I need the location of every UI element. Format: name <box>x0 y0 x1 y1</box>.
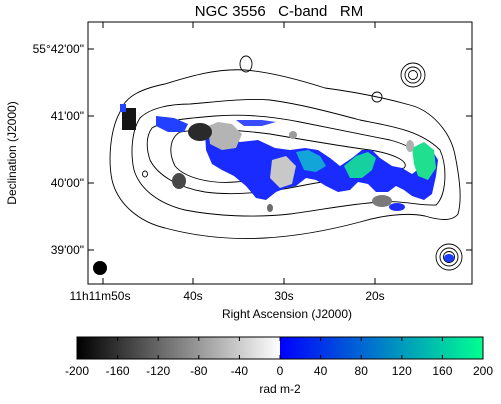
rm-patch-green-1 <box>344 152 376 178</box>
source-se-ring-2 <box>439 247 459 267</box>
rm-patch-small-gray-3 <box>406 140 414 152</box>
source-ne-ring-3 <box>408 70 418 80</box>
colorbar-label: rad m-2 <box>259 382 301 396</box>
rm-patch-west-tip <box>122 108 136 130</box>
contour-2 <box>131 99 446 217</box>
x-tick-label: 30s <box>274 289 293 303</box>
colorbar-tick-label: -160 <box>106 364 130 378</box>
source-se-core <box>444 254 454 262</box>
colorbar-tick-label: 80 <box>355 364 369 378</box>
rm-patch-west-tip-blue <box>120 104 126 112</box>
rm-patch-small-gray <box>289 131 297 139</box>
source-ne-ring-1 <box>400 62 426 88</box>
colorbar-tick-label: 40 <box>314 364 328 378</box>
rm-patch-gray-left <box>208 122 242 150</box>
y-tick-label: 40'00" <box>51 176 84 190</box>
rm-patch-east-blue <box>389 203 405 211</box>
x-axis <box>102 22 376 284</box>
colorbar-tick-label: -200 <box>65 364 89 378</box>
colorbar-tick-label: 0 <box>277 364 284 378</box>
colorbar-tick-label: -120 <box>146 364 170 378</box>
rm-patch-west-dark <box>172 173 186 189</box>
rm-patch-green-2 <box>412 142 436 180</box>
source-se-ring-1 <box>435 243 463 271</box>
rm-map <box>120 104 438 212</box>
rm-patch-east-gray <box>372 195 392 207</box>
contour-outer <box>109 69 461 239</box>
y-tick-label: 41'00" <box>51 109 84 123</box>
colorbar-tick-label: 200 <box>473 364 493 378</box>
rm-patch-small-gray-2 <box>267 204 273 212</box>
source-ne-ring-2 <box>404 66 422 84</box>
colorbar-positive <box>280 337 483 359</box>
rm-patch-gray-mid <box>270 156 296 188</box>
y-axis-label: Declination (J2000) <box>5 101 19 204</box>
rm-patch-cyan <box>296 150 326 172</box>
y-tick-label: 55°42'00" <box>33 42 84 56</box>
y-axis <box>88 48 472 251</box>
colorbar-tick-label: -40 <box>231 364 249 378</box>
contour-blob-3 <box>142 170 148 178</box>
source-se-ring-3 <box>443 251 455 263</box>
colorbar-tick-label: -80 <box>190 364 208 378</box>
x-tick-label: 40s <box>183 289 202 303</box>
contour-blob-1 <box>239 55 253 73</box>
x-tick-label: 20s <box>365 289 384 303</box>
y-tick-label: 39'00" <box>51 243 84 257</box>
rm-patch-dark-left <box>188 123 212 141</box>
rm-patch-blue-top <box>156 116 188 132</box>
colorbar-negative <box>77 337 280 359</box>
colorbar-tick-label: 160 <box>432 364 452 378</box>
x-axis-label: Right Ascension (J2000) <box>222 307 352 321</box>
chart-title: NGC 3556 C-band RM <box>195 3 363 20</box>
colorbar: -200 -160 -120 -80 -40 0 40 80 120 160 200 rad m-2 <box>65 336 493 396</box>
contour-blob-2 <box>371 91 383 103</box>
rm-patch-north-edge <box>236 120 276 126</box>
x-tick-label: 11h11m50s <box>70 289 131 303</box>
colorbar-tick-label: 120 <box>392 364 412 378</box>
beam-marker <box>93 261 107 275</box>
